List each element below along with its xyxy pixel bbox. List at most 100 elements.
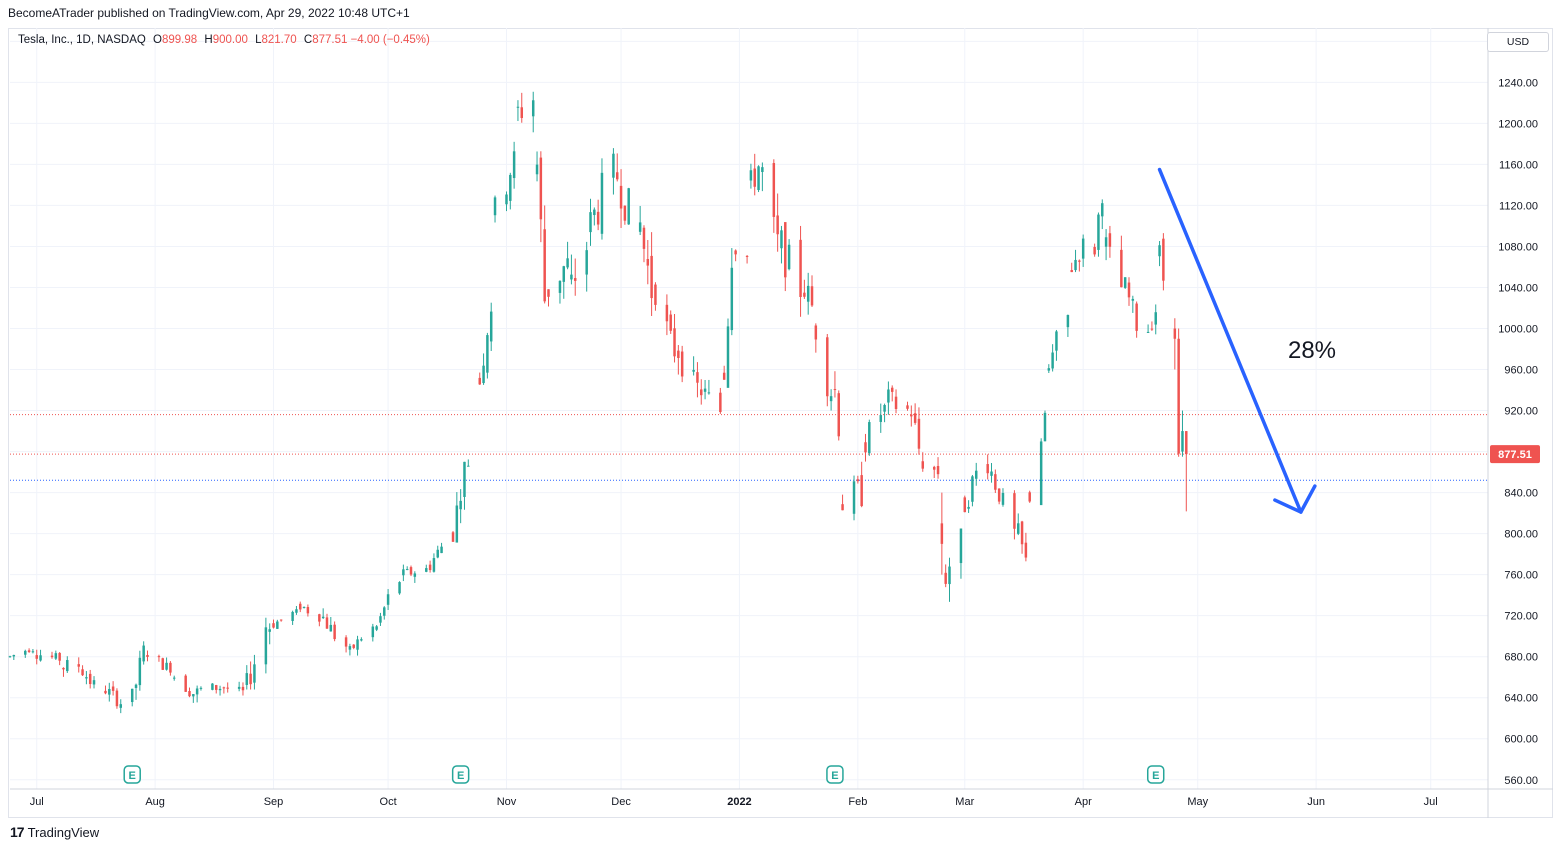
- candle-body: [906, 405, 909, 409]
- annotation-label: 28%: [1288, 337, 1336, 364]
- earnings-marker-label: E: [1152, 770, 1159, 782]
- candle-body: [299, 603, 302, 610]
- candle-body: [841, 504, 844, 511]
- candle-body: [520, 107, 524, 119]
- candle-body: [1051, 352, 1054, 369]
- y-tick-label: 1040.00: [1498, 282, 1538, 294]
- candle-body: [612, 153, 615, 178]
- candle-body: [879, 415, 883, 422]
- candle-body: [967, 506, 970, 509]
- candle-body: [799, 239, 802, 297]
- candle-body: [1108, 233, 1112, 247]
- close-value: 877.51: [312, 34, 348, 46]
- candle-body: [505, 194, 508, 205]
- candle-body: [749, 170, 753, 181]
- candle-body: [745, 255, 749, 257]
- footer-brand[interactable]: 17 TradingView: [10, 824, 99, 840]
- candle-body: [512, 151, 516, 179]
- candle-body: [276, 621, 279, 629]
- candle-body: [638, 222, 642, 232]
- candle-body: [31, 651, 35, 653]
- candle-body: [130, 688, 134, 703]
- candle-body: [81, 669, 84, 676]
- candle-body: [913, 413, 917, 423]
- candle-body: [1127, 282, 1131, 298]
- candle-body: [722, 372, 726, 380]
- candle-body: [295, 609, 298, 613]
- candle-body: [994, 474, 997, 490]
- candle-body: [623, 205, 627, 221]
- candle-body: [944, 572, 947, 584]
- earnings-marker-label: E: [129, 770, 136, 782]
- candle-body: [963, 497, 967, 513]
- candle-body: [772, 163, 776, 217]
- candle-body: [852, 481, 856, 514]
- candle-body: [383, 607, 386, 616]
- earnings-marker: [1146, 765, 1165, 784]
- candle-body: [948, 566, 951, 585]
- candle-body: [1043, 412, 1047, 442]
- candle-body: [780, 230, 783, 249]
- candle-body: [8, 656, 12, 658]
- candle-body: [864, 442, 867, 453]
- y-tick-label: 1080.00: [1498, 241, 1538, 253]
- low-label: L: [255, 34, 262, 46]
- candle-body: [910, 414, 913, 417]
- candle-body: [398, 582, 401, 594]
- candle-body: [860, 475, 863, 507]
- candle-body: [1028, 492, 1031, 502]
- candle-body: [1013, 493, 1016, 529]
- candle-body: [753, 168, 756, 187]
- candle-body: [440, 546, 443, 554]
- candle-body: [814, 325, 818, 340]
- candle-body: [615, 172, 619, 180]
- x-tick-label: Nov: [497, 796, 517, 808]
- candle-body: [619, 185, 623, 209]
- candle-body: [146, 654, 149, 657]
- candle-body: [379, 616, 382, 623]
- candle-body: [1158, 245, 1161, 257]
- candle-body: [1101, 203, 1104, 217]
- candle-body: [917, 418, 921, 449]
- candle-body: [1020, 521, 1024, 545]
- candle-body: [214, 685, 218, 690]
- candle-body: [974, 470, 978, 479]
- candle-body: [77, 664, 80, 667]
- candle-body: [104, 690, 107, 694]
- y-tick-label: 760.00: [1504, 570, 1538, 582]
- y-tick-label: 1160.00: [1499, 159, 1538, 171]
- x-tick-label: Sep: [264, 796, 284, 808]
- candle-body: [211, 683, 214, 690]
- candle-body: [997, 488, 1001, 502]
- candle-body: [119, 704, 122, 708]
- candle-body: [761, 167, 764, 173]
- change-value: −4.00 (−0.45%): [350, 34, 430, 46]
- candle-body: [184, 675, 187, 692]
- earnings-marker-label: E: [457, 770, 464, 782]
- candle-body: [455, 505, 459, 543]
- candle-body: [451, 532, 455, 542]
- candle-body: [35, 655, 38, 659]
- candle-body: [535, 164, 539, 175]
- candle-body: [516, 106, 520, 108]
- candle-body: [92, 680, 96, 685]
- candle-body: [700, 389, 703, 396]
- candle-body: [428, 564, 432, 571]
- candle-body: [1173, 328, 1177, 339]
- candle-body: [489, 311, 493, 342]
- x-tick-label: Mar: [955, 796, 974, 808]
- candle-body: [650, 255, 653, 299]
- candle-body: [425, 568, 428, 572]
- candle-body: [990, 471, 993, 476]
- candle-body: [509, 174, 512, 201]
- tradingview-logo-icon: 17: [10, 824, 25, 840]
- candle-body: [39, 655, 42, 661]
- candle-body: [1177, 338, 1180, 454]
- candle-body: [54, 653, 58, 659]
- candle-body: [837, 393, 840, 437]
- candle-body: [1185, 431, 1188, 455]
- candle-body: [237, 686, 241, 689]
- candle-body: [272, 623, 275, 628]
- currency-button[interactable]: USD: [1487, 32, 1549, 52]
